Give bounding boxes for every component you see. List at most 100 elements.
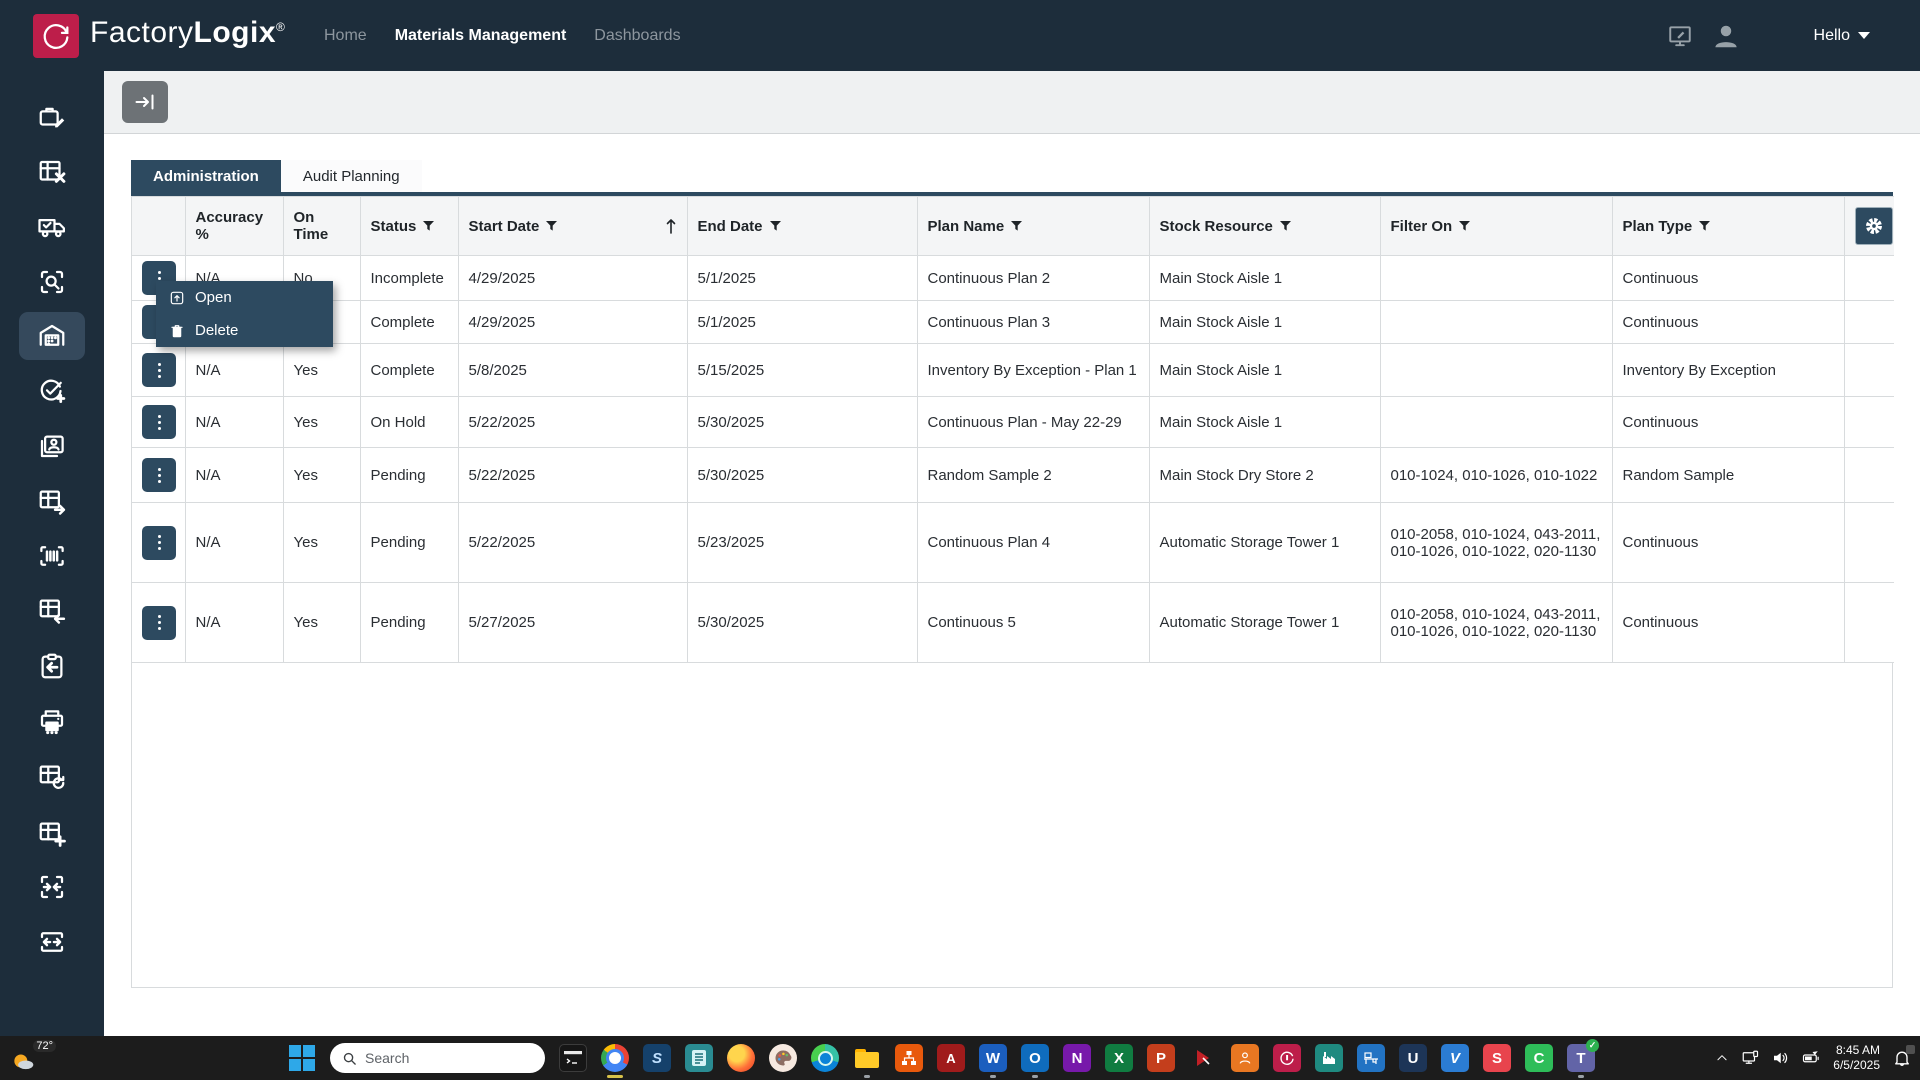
taskbar-app-edge[interactable]: [811, 1044, 839, 1072]
tab-audit-planning[interactable]: Audit Planning: [281, 160, 422, 192]
factorylogix-icon: [1278, 1049, 1296, 1067]
row-context-menu: Open Delete: [156, 281, 333, 347]
taskbar-app-workstation[interactable]: [1357, 1044, 1385, 1072]
factory-icon: [1321, 1050, 1337, 1066]
barcode-scan-icon: [37, 541, 67, 571]
taskbar-app-acrobat[interactable]: A: [937, 1044, 965, 1072]
sidebar-item-truck-check[interactable]: [19, 203, 85, 251]
sidebar-item-barcode-scan[interactable]: [19, 532, 85, 580]
filter-icon[interactable]: [1280, 221, 1292, 232]
row-actions-button[interactable]: [142, 405, 176, 439]
col-filter-on[interactable]: Filter On: [1380, 197, 1612, 256]
chevron-up-icon[interactable]: [1715, 1051, 1729, 1065]
sidebar-item-table-remove[interactable]: [19, 148, 85, 196]
taskbar-app-firefox[interactable]: [727, 1044, 755, 1072]
sidebar-item-warehouse[interactable]: [19, 312, 85, 360]
person-outline-icon: [1237, 1050, 1253, 1066]
col-status[interactable]: Status: [360, 197, 458, 256]
user-menu[interactable]: Hello: [1814, 27, 1870, 45]
sidebar-item-arrows-collapse[interactable]: [19, 863, 85, 911]
plans-table: Accuracy % On Time Status Start Date End…: [132, 196, 1894, 663]
nav-home[interactable]: Home: [324, 27, 367, 45]
taskbar-app-excel[interactable]: X: [1105, 1044, 1133, 1072]
sidebar-item-check-plus[interactable]: [19, 367, 85, 415]
running-indicator: [990, 1075, 996, 1078]
filter-icon[interactable]: [546, 221, 558, 232]
taskbar-app-red-pointer[interactable]: [1189, 1044, 1217, 1072]
sidebar-item-clipboard-return[interactable]: [19, 642, 85, 690]
taskbar-app-chrome[interactable]: [601, 1044, 629, 1072]
weather-widget[interactable]: 72°: [10, 1040, 56, 1076]
taskbar-app-word[interactable]: W: [979, 1044, 1007, 1072]
taskbar-app-camtasia[interactable]: C: [1525, 1044, 1553, 1072]
col-on-time[interactable]: On Time: [283, 197, 360, 256]
sidebar-item-scan-search[interactable]: [19, 258, 85, 306]
context-menu-open[interactable]: Open: [156, 281, 333, 314]
user-icon[interactable]: [1711, 21, 1741, 51]
sidebar-item-arrows-expand[interactable]: [19, 918, 85, 966]
factorylogix-logo-icon[interactable]: [33, 14, 79, 58]
filter-icon[interactable]: [1699, 221, 1711, 232]
taskbar-app-visio[interactable]: V: [1441, 1044, 1469, 1072]
col-accuracy[interactable]: Accuracy %: [185, 197, 283, 256]
taskbar-app-navy-u[interactable]: U: [1399, 1044, 1427, 1072]
nav-dashboards[interactable]: Dashboards: [594, 27, 680, 45]
brand-wordmark: FactoryLogix®: [90, 16, 285, 50]
taskbar-search[interactable]: Search: [330, 1043, 545, 1073]
row-actions-button[interactable]: [142, 353, 176, 387]
taskbar-app-teams[interactable]: T✓: [1567, 1044, 1595, 1072]
sidebar-item-briefcase-edit[interactable]: [19, 93, 85, 141]
sidebar-item-printer[interactable]: [19, 698, 85, 746]
scan-search-icon: [37, 267, 67, 297]
taskbar-app-outlook[interactable]: O: [1021, 1044, 1049, 1072]
windows-taskbar: 72° Search S A W O N X P: [0, 1036, 1920, 1080]
filter-icon[interactable]: [770, 221, 782, 232]
row-actions-button[interactable]: [142, 526, 176, 560]
collapse-panel-button[interactable]: [122, 81, 168, 123]
taskbar-app-file-explorer[interactable]: [853, 1044, 881, 1072]
row-actions-button[interactable]: [142, 606, 176, 640]
tab-administration[interactable]: Administration: [131, 160, 281, 192]
table-export-icon: [37, 486, 67, 516]
col-plan-name[interactable]: Plan Name: [917, 197, 1149, 256]
filter-icon[interactable]: [1459, 221, 1471, 232]
sidebar-item-table-add[interactable]: [19, 809, 85, 857]
taskbar-app-snagit-editor[interactable]: S: [643, 1044, 671, 1072]
filter-icon[interactable]: [1011, 221, 1023, 232]
taskbar-app-factorylogix[interactable]: [1273, 1044, 1301, 1072]
sidebar-item-id-card[interactable]: [19, 422, 85, 470]
taskbar-app-factory[interactable]: [1315, 1044, 1343, 1072]
taskbar-app-snagit[interactable]: S: [1483, 1044, 1511, 1072]
grid-settings-button[interactable]: [1855, 207, 1893, 245]
red-pointer-icon: [1193, 1048, 1213, 1068]
col-start-date[interactable]: Start Date: [458, 197, 687, 256]
taskbar-app-notepad[interactable]: [685, 1044, 713, 1072]
taskbar-app-paint[interactable]: [769, 1044, 797, 1072]
chevron-down-icon: [1858, 32, 1870, 39]
col-end-date[interactable]: End Date: [687, 197, 917, 256]
taskbar-app-flowchart[interactable]: [895, 1044, 923, 1072]
running-indicator: [864, 1075, 870, 1078]
sidebar-item-table-refresh[interactable]: [19, 752, 85, 800]
nav-materials-management[interactable]: Materials Management: [395, 27, 567, 45]
taskbar-clock[interactable]: 8:45 AM6/5/2025: [1833, 1043, 1880, 1073]
context-menu-delete[interactable]: Delete: [156, 314, 333, 347]
filter-icon[interactable]: [423, 221, 435, 232]
speaker-icon[interactable]: [1771, 1049, 1789, 1067]
taskbar-app-powerpoint[interactable]: P: [1147, 1044, 1175, 1072]
monitor-edit-icon[interactable]: [1667, 23, 1693, 49]
sidebar-item-table-export[interactable]: [19, 477, 85, 525]
start-button[interactable]: [288, 1044, 316, 1072]
table-row: N/AYes Pending 5/22/20255/30/2025 Random…: [132, 448, 1894, 503]
table-add-icon: [37, 818, 67, 848]
bell-icon[interactable]: [1892, 1048, 1912, 1068]
col-stock-resource[interactable]: Stock Resource: [1149, 197, 1380, 256]
taskbar-app-terminal[interactable]: [559, 1044, 587, 1072]
monitor-tray-icon[interactable]: [1741, 1049, 1759, 1067]
sidebar-item-table-import[interactable]: [19, 586, 85, 634]
taskbar-app-onenote[interactable]: N: [1063, 1044, 1091, 1072]
taskbar-app-orange-person[interactable]: [1231, 1044, 1259, 1072]
col-plan-type[interactable]: Plan Type: [1612, 197, 1844, 256]
row-actions-button[interactable]: [142, 458, 176, 492]
battery-icon[interactable]: [1801, 1049, 1821, 1067]
